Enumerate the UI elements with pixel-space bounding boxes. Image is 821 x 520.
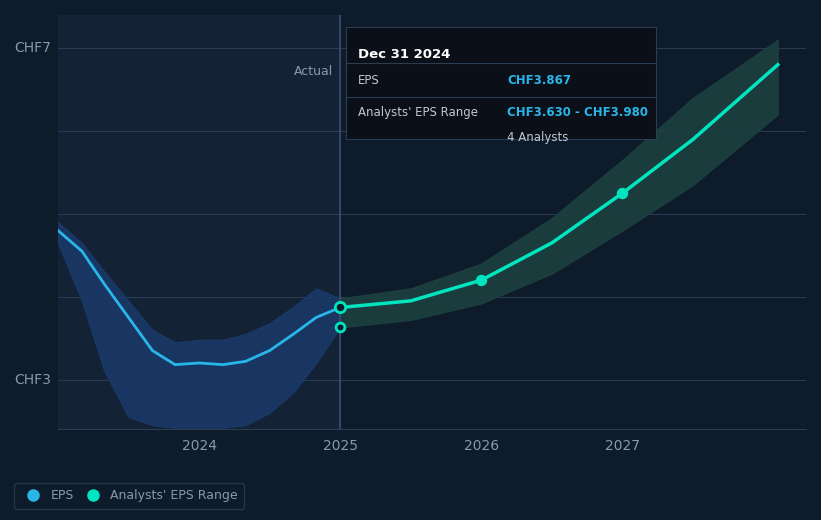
Point	[616, 189, 629, 197]
Text: Analysts Forecasts: Analysts Forecasts	[347, 64, 464, 77]
Text: CHF3: CHF3	[14, 372, 51, 386]
Point	[475, 276, 488, 284]
Text: Actual: Actual	[294, 64, 333, 77]
Text: CHF7: CHF7	[14, 41, 51, 55]
Point	[333, 323, 346, 332]
Legend: EPS, Analysts' EPS Range: EPS, Analysts' EPS Range	[15, 483, 244, 509]
Bar	[57, 15, 340, 430]
Point	[333, 303, 346, 311]
